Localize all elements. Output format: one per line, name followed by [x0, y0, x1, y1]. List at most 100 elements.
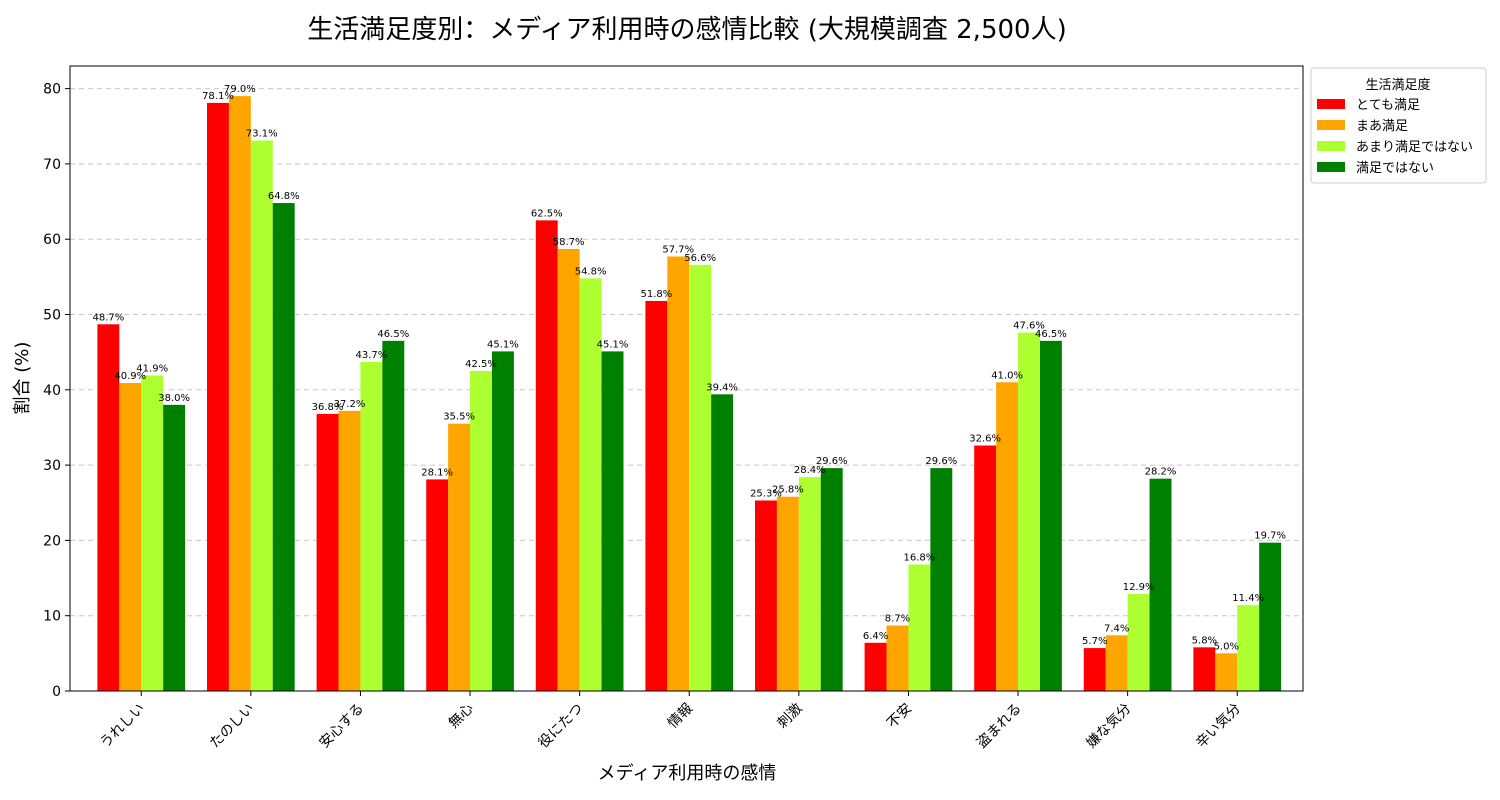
y-tick-label: 0: [52, 684, 61, 700]
bar-data-label: 19.7%: [1254, 531, 1286, 542]
bar-data-label: 41.0%: [991, 370, 1023, 381]
x-tick-label: 安心する: [316, 701, 367, 752]
bar: [579, 278, 602, 691]
bar: [557, 248, 580, 691]
bar-data-label: 45.1%: [487, 339, 519, 350]
bar: [1127, 593, 1150, 691]
legend-swatch: [1317, 120, 1345, 130]
bar-data-label: 29.6%: [816, 456, 848, 467]
bar: [689, 264, 712, 691]
y-axis-title: 割合 (%): [12, 342, 33, 415]
bar: [886, 625, 909, 691]
bar: [1105, 635, 1128, 691]
bar-data-label: 40.9%: [114, 371, 146, 382]
x-tick-label: 刺激: [774, 700, 806, 732]
bar-data-label: 46.5%: [1035, 329, 1067, 340]
bar-data-label: 79.0%: [224, 84, 256, 95]
bar-data-label: 78.1%: [202, 91, 234, 102]
legend-label: とても満足: [1356, 98, 1420, 113]
bar-data-label: 25.8%: [772, 485, 804, 496]
bar-data-label: 64.8%: [268, 191, 300, 202]
bar-data-label: 54.8%: [575, 266, 607, 277]
bar-data-label: 5.8%: [1192, 635, 1217, 646]
bar: [908, 564, 931, 691]
legend-swatch: [1317, 162, 1345, 172]
bar: [996, 382, 1019, 691]
y-tick-label: 70: [43, 157, 61, 173]
bar-data-label: 32.6%: [969, 434, 1001, 445]
x-tick-label: 嫌な気分: [1084, 701, 1135, 752]
bar: [776, 496, 799, 691]
bar-data-label: 28.4%: [794, 465, 826, 476]
legend-swatch: [1317, 141, 1345, 151]
bar-data-label: 58.7%: [553, 237, 585, 248]
data-labels-layer: 48.7% 40.9%41.9% 38.0% 78.1%79.0% 73.1% 64.8%…: [92, 84, 1286, 652]
bar-data-label: 11.4%: [1232, 593, 1264, 604]
bar-data-label: 48.7%: [92, 312, 124, 323]
bar-data-label: 6.4%: [863, 631, 888, 642]
bar: [755, 500, 777, 691]
y-tick-label: 20: [43, 533, 61, 549]
bar-data-label: 8.7%: [885, 613, 910, 624]
bar-data-label: 25.3%: [750, 488, 782, 499]
bar: [974, 445, 997, 691]
bar-data-label: 46.5%: [377, 329, 409, 340]
bar: [820, 468, 843, 691]
bar: [1193, 647, 1216, 691]
legend-label: まあ満足: [1356, 119, 1408, 134]
bar: [1083, 648, 1106, 691]
bar: [163, 404, 186, 691]
bar-data-label: 7.4%: [1104, 623, 1129, 634]
bar-data-label: 35.5%: [443, 412, 475, 423]
plot-frame: [69, 65, 1304, 692]
bar-data-label: 38.0%: [158, 393, 190, 404]
bar: [382, 340, 405, 691]
x-tick-label: 役にたつ: [536, 701, 587, 752]
bar: [1039, 340, 1062, 691]
bar: [207, 102, 229, 692]
bar-data-label: 73.1%: [246, 129, 278, 140]
bar: [338, 410, 361, 691]
bar-data-label: 62.5%: [531, 208, 563, 219]
bar: [711, 394, 734, 691]
chart-title: 生活満足度別：メディア利用時の感情比較 (大規模調査 2,500人): [307, 15, 1066, 45]
bar-data-label: 57.7%: [662, 245, 694, 256]
bar: [426, 479, 449, 691]
bar: [360, 361, 383, 691]
x-tick-label: 辛い気分: [1193, 701, 1244, 752]
bars-layer: [97, 96, 1282, 692]
y-tick-label: 50: [43, 307, 61, 323]
x-tick-label: 無心: [446, 701, 477, 732]
x-tick-label: たのしい: [207, 701, 258, 752]
bar: [667, 256, 690, 691]
bar: [250, 140, 273, 691]
bar: [864, 642, 887, 691]
bar: [601, 351, 624, 691]
x-axis: うれしい たのしい 安心する 無心 役にたつ 情報 刺激 不安 盗まれる 嫌な気分 辛い気分: [97, 691, 1244, 751]
bar-data-label: 12.9%: [1123, 582, 1155, 593]
bar-data-label: 43.7%: [356, 350, 388, 361]
x-tick-label: 不安: [884, 701, 915, 732]
bar: [272, 203, 295, 691]
legend-box: [1310, 67, 1487, 184]
bar-data-label: 39.4%: [706, 382, 738, 393]
bar: [1215, 653, 1238, 691]
bar: [1018, 332, 1040, 691]
y-tick-label: 10: [43, 609, 61, 625]
bar-data-label: 29.6%: [925, 456, 957, 467]
bar: [141, 375, 164, 691]
bar: [448, 423, 471, 691]
x-axis-title: メディア利用時の感情: [598, 763, 777, 784]
bar: [645, 300, 668, 691]
bar: [1149, 478, 1172, 691]
bar: [798, 477, 821, 691]
bar: [1259, 542, 1282, 691]
bar: [930, 468, 953, 691]
y-tick-label: 40: [43, 383, 61, 399]
bar: [491, 351, 514, 691]
bar-data-label: 45.1%: [597, 339, 629, 350]
